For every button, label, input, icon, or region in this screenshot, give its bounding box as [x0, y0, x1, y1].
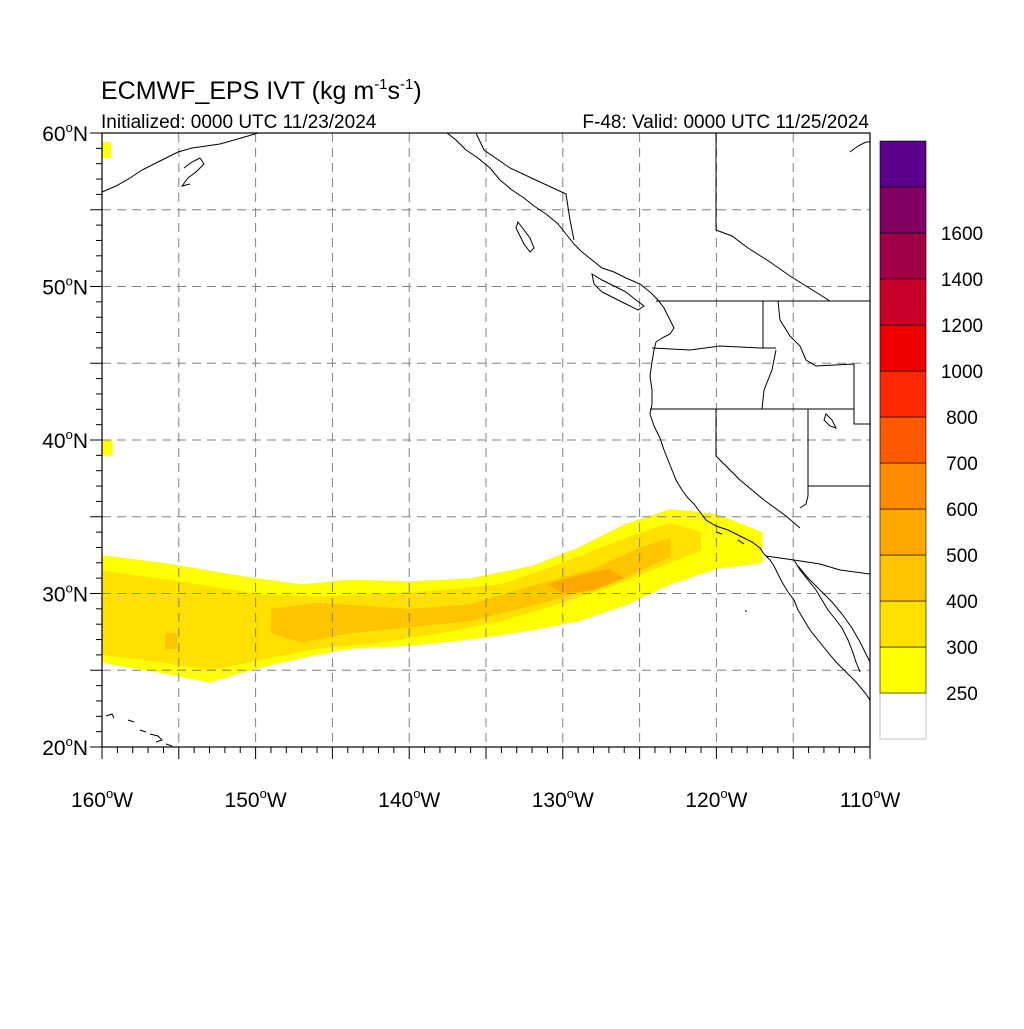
colorbar-label-1400: 1400	[941, 270, 983, 291]
colorbar-swatch-3	[879, 554, 927, 602]
latitude-labels: 60oN 50oN 40oN 30oN 20oN	[42, 120, 88, 760]
colorbar-swatch-8	[879, 324, 927, 372]
political-boundaries	[475, 133, 870, 575]
colorbar-swatch-2	[879, 600, 927, 648]
colorbar: 250 300 400 500 600 700 800 1000 1200 1400 1600	[879, 140, 983, 740]
lon-label-140: 140oW	[378, 786, 440, 812]
alberta-bc-border	[715, 133, 831, 302]
colorbar-swatch-12	[879, 140, 927, 188]
colorbar-label-400: 400	[946, 592, 978, 613]
initialized-label: Initialized: 0000 UTC 11/23/2024	[101, 112, 377, 133]
lon-label-120: 120oW	[685, 786, 747, 812]
coastline-vancouver-island	[591, 272, 645, 311]
lon-label-160: 160oW	[71, 786, 133, 812]
or-id-border	[761, 349, 777, 410]
us-mexico-border	[765, 555, 870, 575]
colorbar-swatch-0	[879, 692, 927, 740]
lat-lon-grid	[102, 133, 870, 747]
chart-title: ECMWF_EPS IVT (kg m-1s-1)	[101, 76, 422, 105]
lat-label-40: 40oN	[42, 427, 88, 453]
coastline-hawaii	[105, 713, 173, 747]
valid-time-label: F-48: Valid: 0000 UTC 11/25/2024	[582, 112, 869, 133]
colorbar-swatch-6	[879, 416, 927, 464]
coastline-hudson-bay-corner	[849, 141, 870, 153]
lon-label-110: 110oW	[840, 786, 901, 812]
ivt-patch-1	[102, 141, 112, 158]
colorbar-label-800: 800	[946, 408, 978, 429]
longitude-labels: 160oW 150oW 140oW 130oW 120oW 110oW	[71, 786, 901, 812]
ivt-shading-layer	[102, 141, 763, 683]
colorbar-swatch-11	[879, 186, 927, 234]
lat-label-60: 60oN	[42, 120, 88, 146]
colorbar-swatch-4	[879, 508, 927, 556]
ivt-500-region	[547, 568, 625, 594]
coastline-queen-charlotte	[515, 220, 535, 253]
coastlines	[102, 133, 870, 747]
colorbar-swatch-9	[879, 278, 927, 326]
colorbar-swatch-1	[879, 646, 927, 694]
ca-nv-border	[715, 409, 801, 529]
colorbar-swatch-10	[879, 232, 927, 280]
colorbar-label-700: 700	[946, 454, 978, 475]
lat-label-20: 20oN	[42, 734, 88, 760]
colorbar-label-1200: 1200	[941, 316, 983, 337]
lat-label-50: 50oN	[42, 274, 88, 300]
colorbar-label-1000: 1000	[941, 362, 983, 383]
coastline-alaska	[102, 133, 259, 193]
ivt-patch-0	[102, 439, 113, 456]
colorbar-label-500: 500	[946, 546, 978, 567]
canada-alaska-border	[475, 133, 575, 241]
ut-co-border	[853, 364, 870, 425]
colorbar-label-600: 600	[946, 500, 978, 521]
ivt-patch-2	[165, 633, 178, 650]
colorbar-label-250: 250	[946, 684, 978, 705]
nv-ut-border	[799, 409, 809, 509]
coastline-kodiak	[180, 157, 205, 187]
coastline-west-coast	[446, 133, 870, 701]
colorbar-swatch-5	[879, 462, 927, 510]
ivt-400-region	[271, 538, 671, 643]
coastline-gulf-california	[797, 565, 870, 663]
lat-label-30: 30oN	[42, 581, 88, 607]
colorbar-label-1600: 1600	[941, 224, 983, 245]
great-salt-lake	[823, 413, 837, 429]
coastline-channel-islands	[715, 531, 747, 612]
colorbar-swatch-7	[879, 370, 927, 418]
id-mt-border	[777, 300, 855, 367]
map-plot-area: 60oN 50oN 40oN 30oN 20oN 160oW 150oW 140oW 130o…	[42, 120, 900, 812]
colorbar-label-300: 300	[946, 638, 978, 659]
axis-ticks	[90, 132, 871, 759]
wa-or-border	[651, 345, 776, 351]
lon-label-130: 130oW	[532, 786, 594, 812]
ivt-300-region	[102, 522, 701, 671]
coastline-baja	[793, 559, 861, 673]
lon-label-150: 150oW	[225, 786, 287, 812]
